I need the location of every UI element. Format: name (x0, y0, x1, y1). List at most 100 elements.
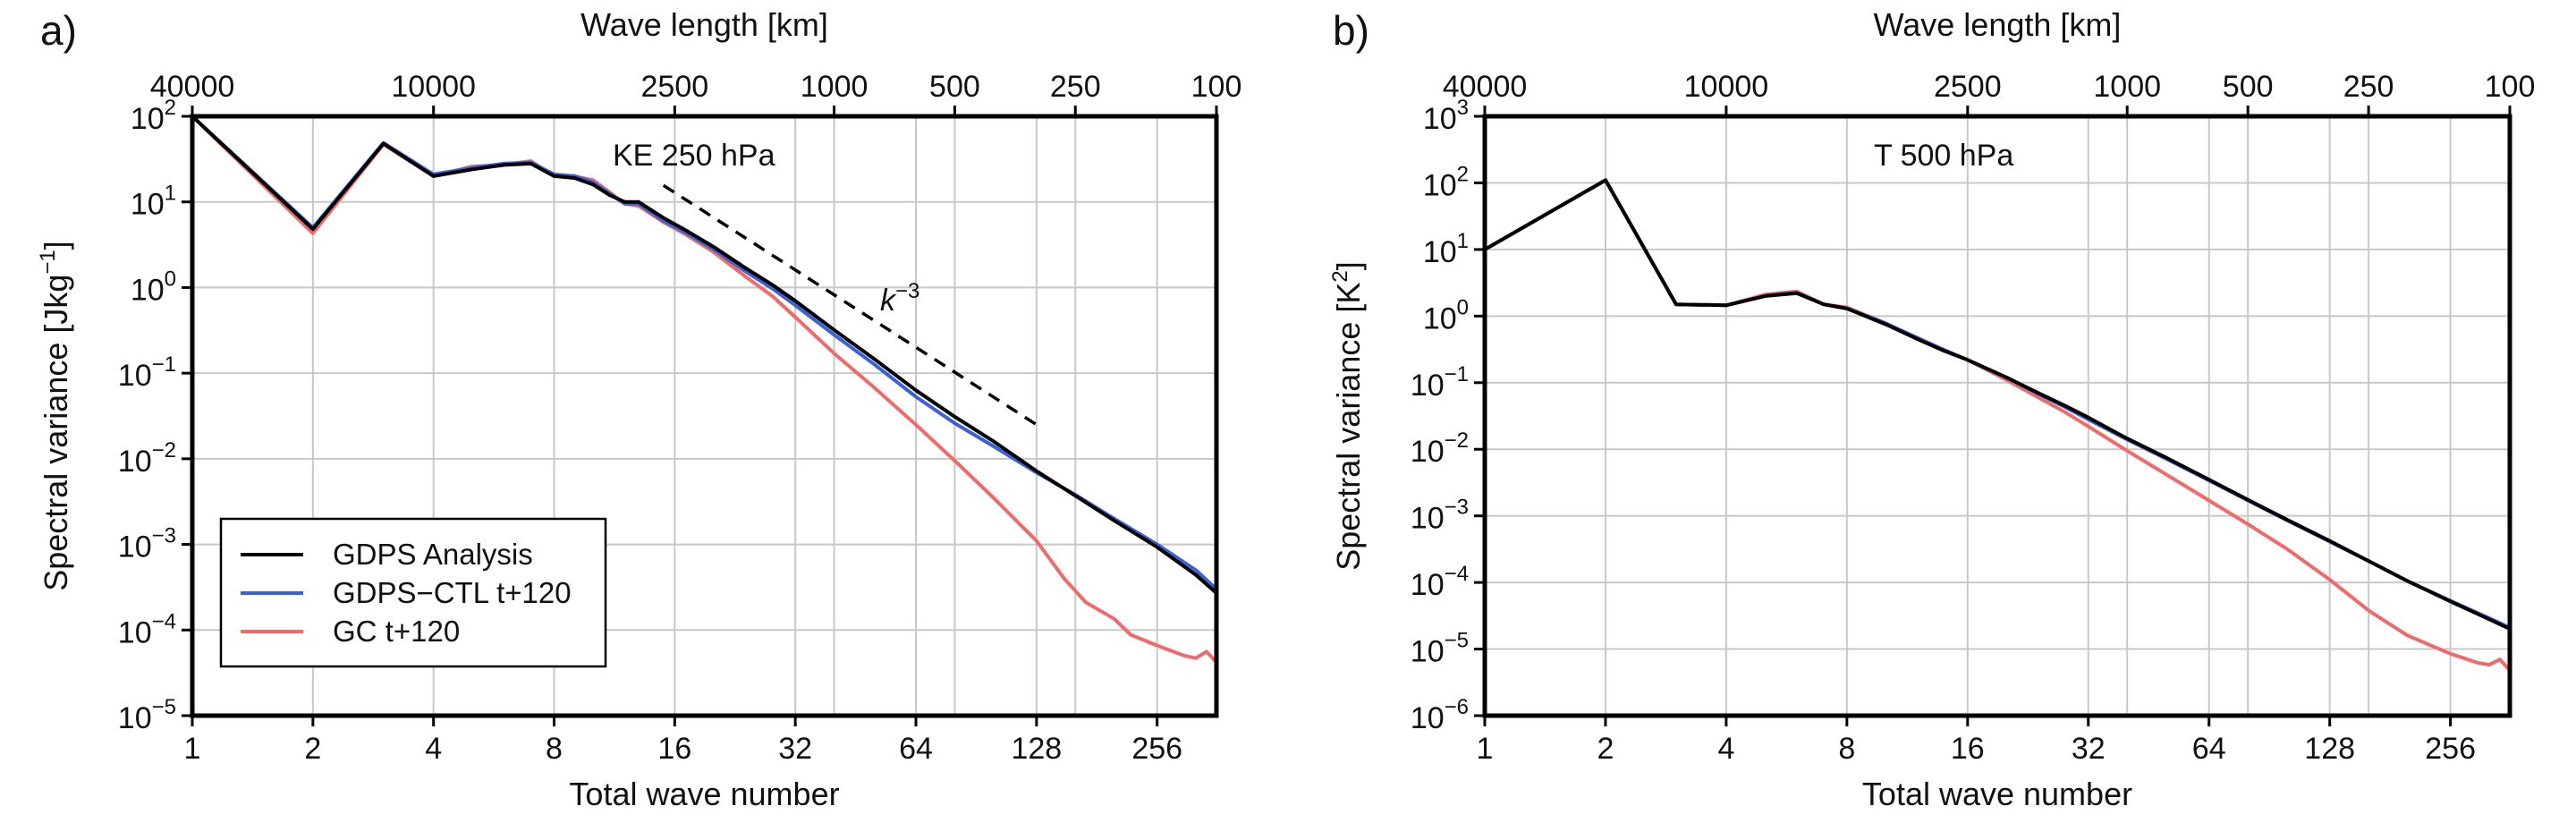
y-tick-exponent: −2 (152, 438, 176, 462)
y-tick-exponent: −1 (152, 352, 176, 377)
y-tick-base: 10 (118, 701, 152, 735)
y-tick-label: 10−3 (1411, 496, 1469, 536)
k-minus-3-label: k−3 (880, 279, 919, 318)
k-base: k (880, 284, 897, 318)
y-tick-label: 10−1 (118, 352, 176, 393)
y-tick-label: 10−3 (118, 524, 176, 564)
y-tick-base: 10 (1411, 701, 1445, 735)
k-exponent: −3 (895, 279, 919, 303)
series-line-0 (192, 116, 1216, 595)
x-tick-label: 4 (1717, 732, 1734, 766)
y-axis-title-end: ] (38, 241, 74, 250)
y-tick-label: 101 (1423, 229, 1469, 269)
y-tick-base: 10 (131, 102, 165, 136)
y-tick-base: 10 (1411, 568, 1445, 602)
legend: GDPS Analysis GDPS−CTL t+120 GC t+120 (219, 517, 607, 668)
y-tick-exponent: −2 (1445, 428, 1469, 453)
x-tick-label: 2 (1597, 732, 1614, 766)
legend-label-1: GDPS−CTL t+120 (333, 576, 572, 609)
x-tick-label: 32 (2072, 732, 2106, 766)
top-x-tick-label: 40000 (150, 70, 235, 104)
y-tick-label: 10−6 (1411, 695, 1469, 735)
y-axis-title-main: Spectral variance [K (1330, 283, 1367, 571)
y-axis-title-exponent: 2 (1328, 270, 1352, 282)
x-tick-label: 256 (2425, 732, 2476, 766)
y-tick-label: 10−4 (1411, 562, 1469, 602)
y-tick-label: 10−1 (1411, 362, 1469, 403)
y-tick-label: 102 (1423, 162, 1469, 202)
top-x-tick-label: 40000 (1443, 70, 1528, 104)
y-axis-title-exponent: −1 (36, 250, 60, 274)
y-tick-label: 10−2 (1411, 428, 1469, 469)
y-axis-title-end: ] (1330, 261, 1367, 270)
x-tick-label: 1 (1477, 732, 1494, 766)
y-tick-exponent: −4 (152, 609, 176, 633)
panel-annotation: KE 250 hPa (613, 139, 775, 173)
y-tick-base: 10 (1423, 102, 1457, 136)
y-tick-label: 101 (131, 182, 176, 222)
top-x-tick-label: 250 (2343, 70, 2394, 104)
series-line-0 (1485, 178, 2510, 631)
y-tick-exponent: −1 (1445, 362, 1469, 386)
x-tick-label: 16 (657, 732, 691, 766)
y-axis-title: Spectral variance [Jkg−1] (36, 241, 74, 591)
top-x-tick-label: 1000 (2093, 70, 2161, 104)
top-x-tick-label: 2500 (1934, 70, 2002, 104)
top-x-tick-label: 500 (2223, 70, 2274, 104)
y-tick-exponent: −5 (1445, 629, 1469, 653)
y-tick-base: 10 (1423, 168, 1457, 202)
y-tick-base: 10 (1423, 235, 1457, 269)
top-x-tick-label: 1000 (801, 70, 869, 104)
y-tick-label: 10−2 (118, 438, 176, 479)
y-tick-base: 10 (131, 273, 165, 307)
y-tick-exponent: 2 (165, 96, 176, 120)
y-tick-label: 103 (1423, 96, 1469, 136)
y-tick-exponent: 2 (1457, 162, 1469, 186)
x-tick-label: 1 (184, 732, 201, 766)
x-tick-label: 16 (1951, 732, 1985, 766)
x-tick-label: 4 (425, 732, 442, 766)
y-tick-base: 10 (1423, 301, 1457, 335)
top-axis-title: Wave length [km] (1874, 6, 2122, 43)
y-tick-base: 10 (1411, 369, 1445, 403)
y-tick-exponent: −4 (1445, 562, 1469, 586)
x-tick-label: 64 (899, 732, 933, 766)
y-tick-exponent: 3 (1457, 96, 1469, 120)
y-tick-exponent: −3 (1445, 496, 1469, 520)
x-tick-label: 8 (1838, 732, 1855, 766)
k-minus-3-reference-line (662, 183, 1040, 428)
x-tick-label: 128 (2304, 732, 2355, 766)
x-tick-label: 32 (778, 732, 812, 766)
y-tick-exponent: −6 (1445, 695, 1469, 719)
top-axis-title: Wave length [km] (580, 6, 828, 43)
x-tick-label: 64 (2192, 732, 2226, 766)
y-tick-base: 10 (118, 445, 152, 479)
y-tick-exponent: −3 (152, 524, 176, 548)
y-tick-exponent: 1 (165, 182, 176, 206)
y-tick-exponent: 0 (1457, 295, 1469, 319)
y-tick-label: 100 (1423, 295, 1469, 335)
y-axis-title-main: Spectral variance [Jkg (38, 275, 74, 591)
panel-label: a) (40, 7, 77, 54)
y-tick-base: 10 (118, 615, 152, 649)
y-tick-exponent: 1 (1457, 229, 1469, 253)
y-tick-exponent: −5 (152, 695, 176, 719)
y-tick-label: 100 (131, 267, 176, 307)
x-axis-title: Total wave number (569, 776, 839, 812)
legend-label-0: GDPS Analysis (333, 538, 533, 571)
x-tick-label: 2 (304, 732, 321, 766)
y-tick-label: 10−5 (1411, 629, 1469, 669)
top-x-tick-label: 250 (1050, 70, 1101, 104)
x-tick-label: 256 (1131, 732, 1182, 766)
x-tick-label: 128 (1011, 732, 1062, 766)
y-axis-title: Spectral variance [K2] (1328, 261, 1367, 571)
x-axis-title: Total wave number (1862, 776, 2132, 812)
panel-label: b) (1333, 7, 1369, 54)
plot-frame (1482, 114, 2512, 718)
y-tick-base: 10 (1411, 502, 1445, 536)
y-tick-label: 102 (131, 96, 176, 136)
